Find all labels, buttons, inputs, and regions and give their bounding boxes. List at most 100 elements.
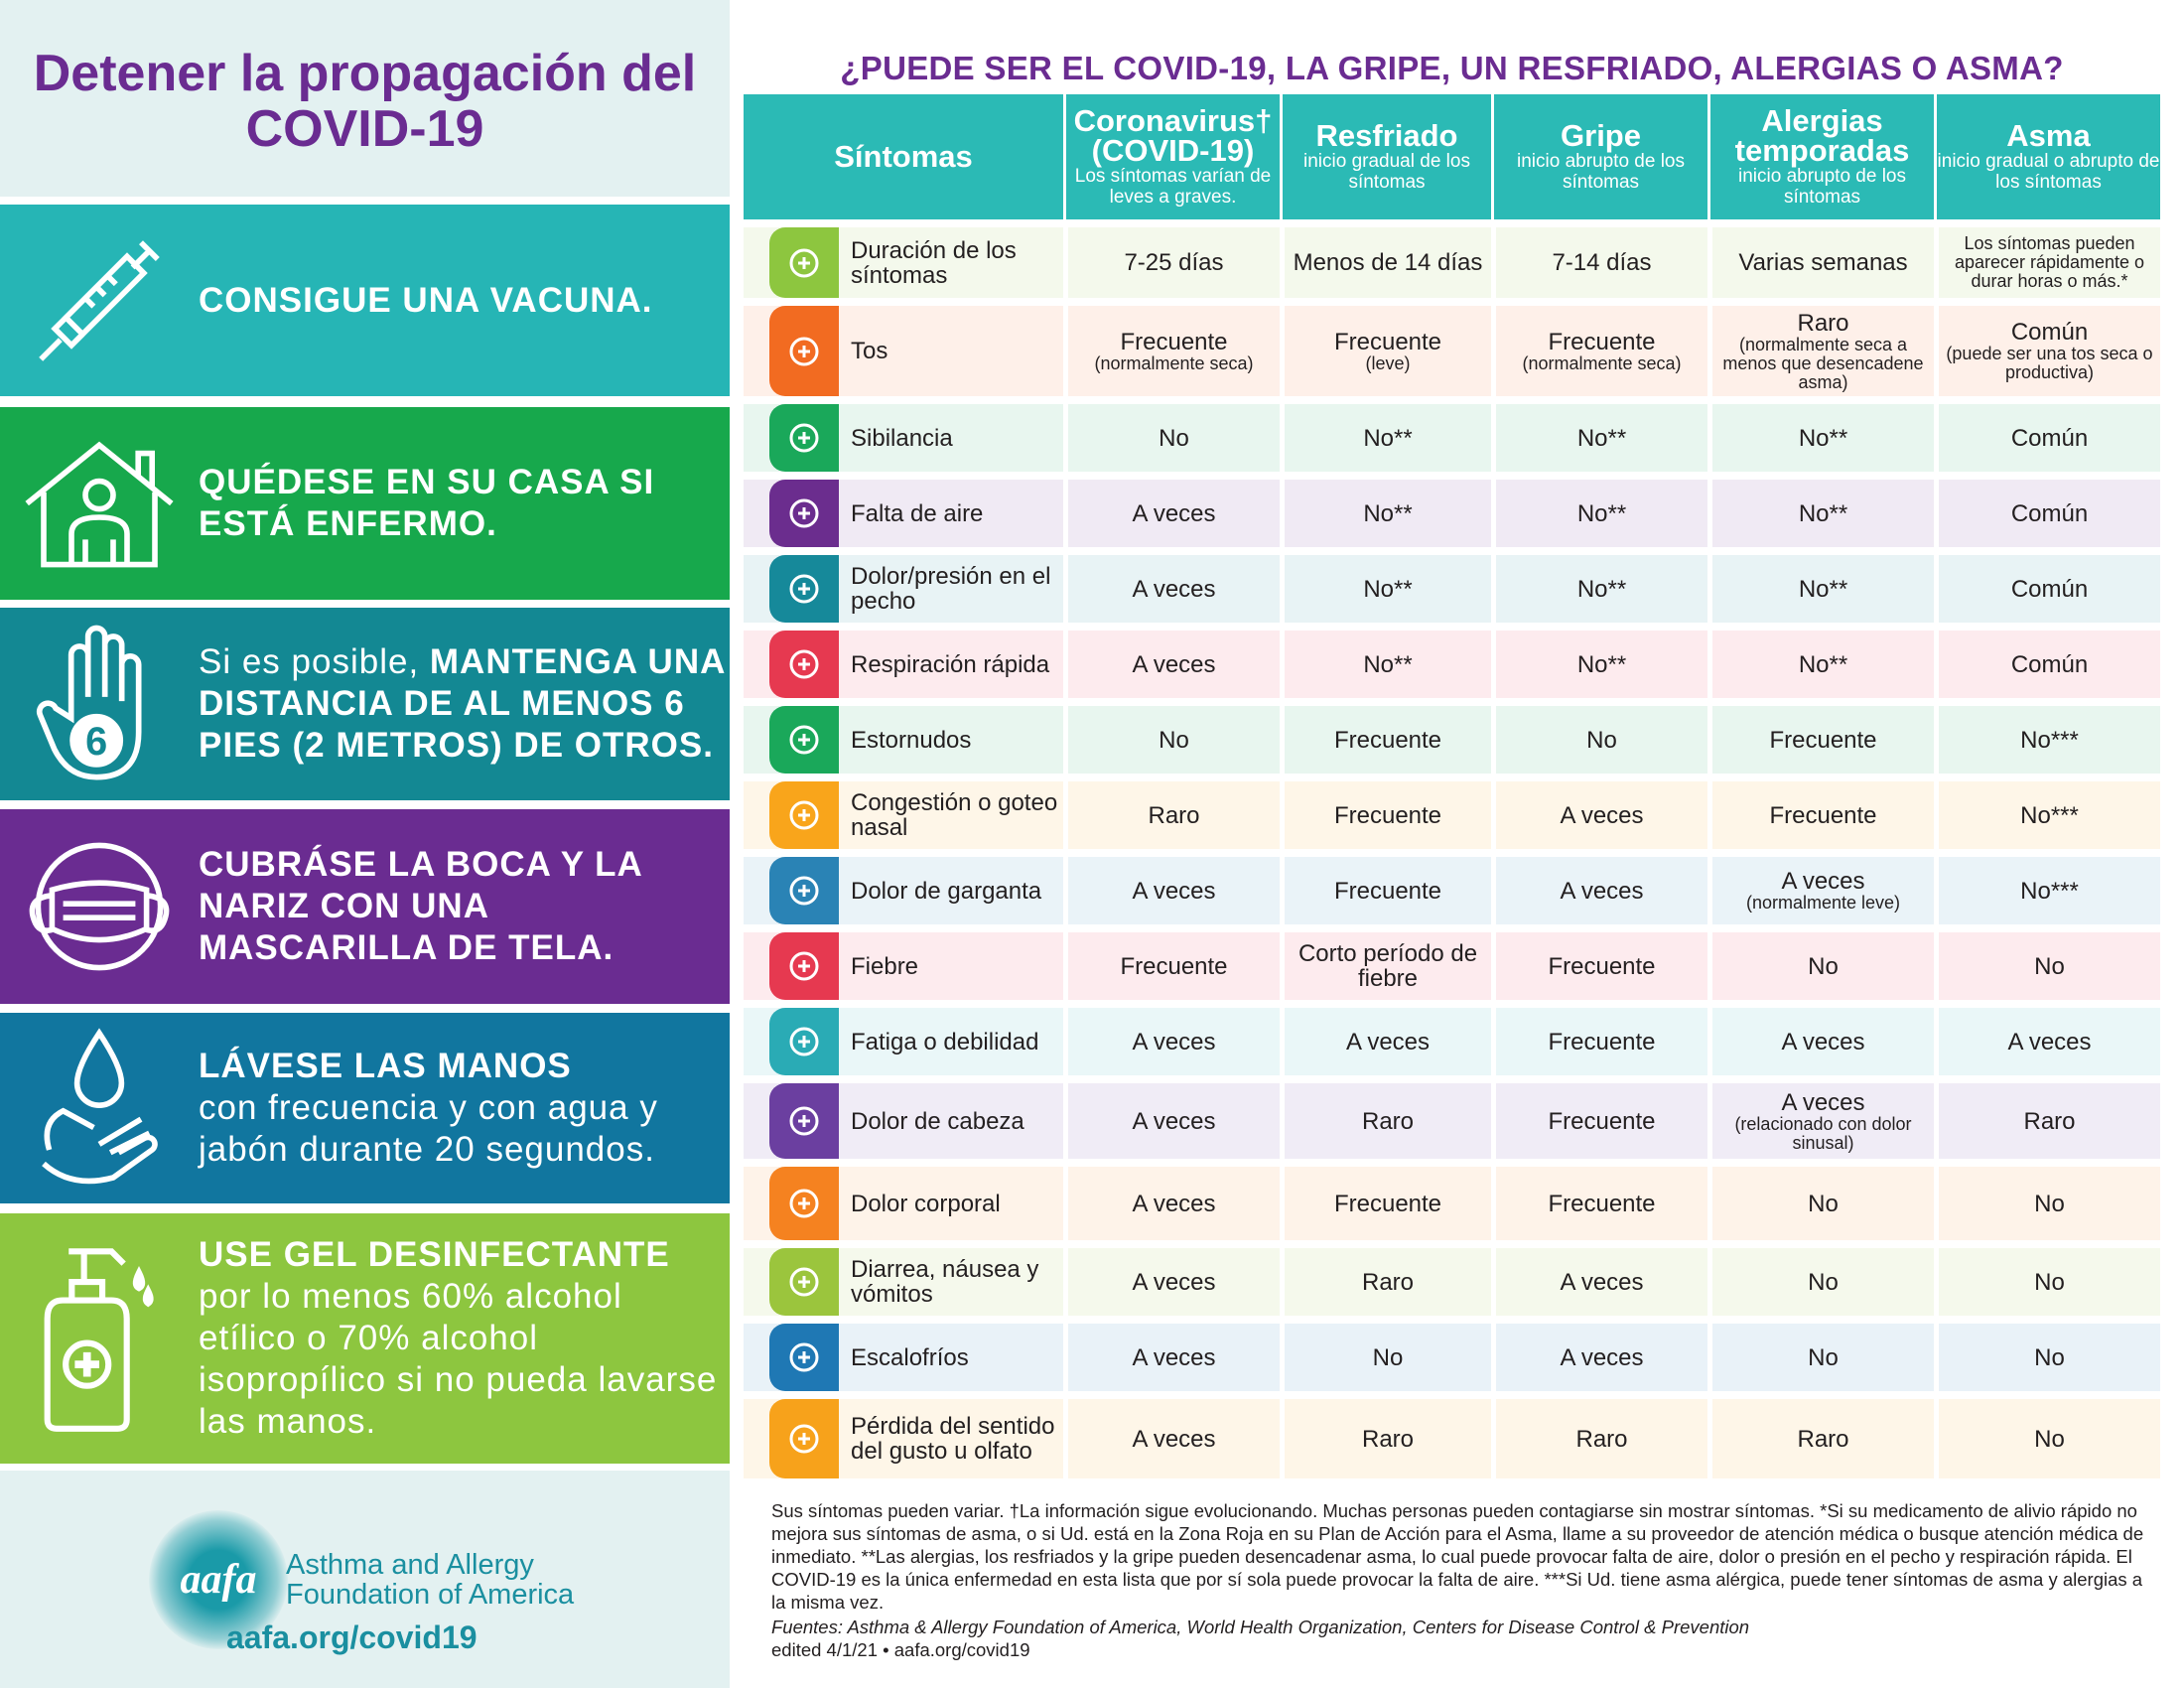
- tongue-icon: [769, 1399, 839, 1478]
- value-cell: No**: [1496, 404, 1707, 472]
- value-cell: Frecuente: [1285, 781, 1491, 849]
- headache-icon: [769, 1083, 839, 1159]
- table-row: Falta de aire A veces No** No** No** Com…: [744, 480, 2160, 547]
- symptom-cell: Duración de los síntomas: [744, 227, 1063, 298]
- value-cell: 7-14 días: [1496, 227, 1707, 298]
- table-row: Diarrea, náusea y vómitos A veces Raro A…: [744, 1248, 2160, 1316]
- table-row: Fatiga o debilidad A veces A veces Frecu…: [744, 1008, 2160, 1075]
- value-cell: A veces: [1496, 1324, 1707, 1391]
- tip-text: LÁVESE LAS MANOS con frecuencia y con agu…: [199, 1046, 730, 1171]
- symptom-cell: Diarrea, náusea y vómitos: [744, 1248, 1063, 1316]
- cell-value: Frecuente: [1333, 328, 1442, 355]
- value-cell: Varias semanas: [1712, 227, 1934, 298]
- cell-note: (leve): [1365, 352, 1411, 373]
- value-cell: A veces: [1068, 1083, 1280, 1159]
- tip-5: LÁVESE LAS MANOS con frecuencia y con agu…: [0, 1013, 730, 1203]
- symptom-cell: Fatiga o debilidad: [744, 1008, 1063, 1075]
- value-cell: No**: [1285, 404, 1491, 472]
- value-cell: No: [1712, 1167, 1934, 1240]
- cell-value: Frecuente: [1120, 328, 1228, 355]
- cell-value: No**: [1363, 499, 1413, 527]
- value-cell: No**: [1285, 480, 1491, 547]
- cell-value: Frecuente: [1333, 801, 1442, 829]
- cell-value: Corto período de fiebre: [1297, 940, 1478, 992]
- hand-six-icon: 6: [0, 620, 199, 788]
- tip-text: CUBRÁSE LA BOCA Y LA NARIZ CON UNA MASCA…: [199, 844, 730, 969]
- table-row: Fiebre Frecuente Corto período de fiebre…: [744, 932, 2160, 1000]
- table-row: Escalofríos A veces No A veces No No: [744, 1324, 2160, 1391]
- symptom-cell: Congestión o goteo nasal: [744, 781, 1063, 849]
- cell-value: No**: [1576, 650, 1627, 678]
- website-link[interactable]: aafa.org/covid19: [226, 1619, 478, 1655]
- cell-value: No: [2034, 1268, 2065, 1296]
- tip-text-normal: con frecuencia y con agua y jabón durant…: [199, 1088, 658, 1169]
- value-cell: No**: [1496, 631, 1707, 698]
- value-cell: Frecuente: [1285, 1167, 1491, 1240]
- value-cell: Frecuente: [1285, 857, 1491, 924]
- value-cell: A veces: [1068, 555, 1280, 623]
- value-cell: A veces: [1068, 1399, 1280, 1478]
- value-cell: Frecuente (normalmente seca): [1496, 306, 1707, 396]
- value-cell: No**: [1712, 480, 1934, 547]
- symptom-name: Sibilancia: [851, 424, 953, 452]
- cell-value: Común: [2010, 424, 2089, 452]
- symptom-name: Dolor/presión en el pecho: [851, 563, 1051, 615]
- value-cell: No**: [1496, 555, 1707, 623]
- value-cell: A veces: [1712, 1008, 1934, 1075]
- value-cell: 7-25 días: [1068, 227, 1280, 298]
- cell-value: Frecuente: [1333, 726, 1442, 754]
- symptom-name: Escalofríos: [851, 1343, 969, 1371]
- column-header: Alergias temporadas inicio abrupto de los…: [1707, 94, 1934, 219]
- rapid-breath-icon: [769, 631, 839, 698]
- value-cell: Menos de 14 días: [1285, 227, 1491, 298]
- svg-text:6: 6: [85, 720, 107, 764]
- value-cell: A veces: [1496, 1248, 1707, 1316]
- throat-icon: [769, 857, 839, 924]
- tip-text: CONSIGUE UNA VACUNA.: [199, 280, 653, 322]
- value-cell: Raro: [1285, 1083, 1491, 1159]
- value-cell: A veces: [1496, 781, 1707, 849]
- value-cell: No: [1068, 706, 1280, 774]
- tip-text-bold: QUÉDESE EN SU CASA SI ESTÁ ENFERMO.: [199, 463, 655, 543]
- body-ache-icon: [769, 1167, 839, 1240]
- value-cell: A veces: [1496, 857, 1707, 924]
- symptom-cell: Fiebre: [744, 932, 1063, 1000]
- calendar-icon: [769, 227, 839, 298]
- cell-value: A veces: [1560, 877, 1644, 905]
- organization-name: Asthma and Allergy Foundation of America: [286, 1550, 574, 1610]
- cell-value: Raro: [1575, 1425, 1628, 1453]
- cell-note: (normalmente seca a menos que desencaden…: [1722, 334, 1924, 392]
- column-subtitle: Los síntomas varían de leves a graves.: [1074, 166, 1272, 208]
- sleep-bubble-icon: [769, 1008, 839, 1075]
- logo-area: aafa Asthma and Allergy Foundation of Am…: [0, 1471, 730, 1688]
- cell-value: No: [1808, 952, 1839, 980]
- tip-text-normal: por lo menos 60% alcohol etílico o 70% a…: [199, 1277, 718, 1441]
- column-name: Síntomas: [834, 139, 973, 174]
- tip-4: CUBRÁSE LA BOCA Y LA NARIZ CON UNA MASCA…: [0, 809, 730, 1004]
- symptom-name: Fiebre: [851, 952, 919, 980]
- cell-value: No**: [1798, 575, 1848, 603]
- organization-name-line1: Asthma and Allergy: [286, 1549, 534, 1581]
- tip-1: CONSIGUE UNA VACUNA.: [0, 205, 730, 396]
- value-cell: No: [1939, 1167, 2160, 1240]
- value-cell: Frecuente: [1068, 932, 1280, 1000]
- thermometer-icon: [769, 932, 839, 1000]
- column-header: Resfriado inicio gradual de los síntomas: [1280, 94, 1491, 219]
- mask-icon: [0, 837, 199, 976]
- tip-text-bold: CUBRÁSE LA BOCA Y LA NARIZ CON UNA MASCA…: [199, 845, 642, 967]
- value-cell: A veces: [1068, 1008, 1280, 1075]
- cell-value: Común: [2010, 650, 2089, 678]
- column-header: Síntomas: [744, 94, 1063, 219]
- cell-value: Raro: [1797, 309, 1849, 337]
- value-cell: Raro: [1068, 781, 1280, 849]
- value-cell: No: [1939, 1399, 2160, 1478]
- cell-value: A veces: [1781, 868, 1865, 895]
- cell-value: Raro: [1361, 1107, 1415, 1135]
- symptom-name: Diarrea, náusea y vómitos: [851, 1256, 1039, 1308]
- cell-value: No**: [1363, 424, 1413, 452]
- value-cell: No**: [1285, 631, 1491, 698]
- cell-value: No: [2034, 1425, 2065, 1453]
- symptom-cell: Dolor de garganta: [744, 857, 1063, 924]
- value-cell: Frecuente: [1496, 1008, 1707, 1075]
- column-header: Asma inicio gradual o abrupto de los sínt…: [1934, 94, 2160, 219]
